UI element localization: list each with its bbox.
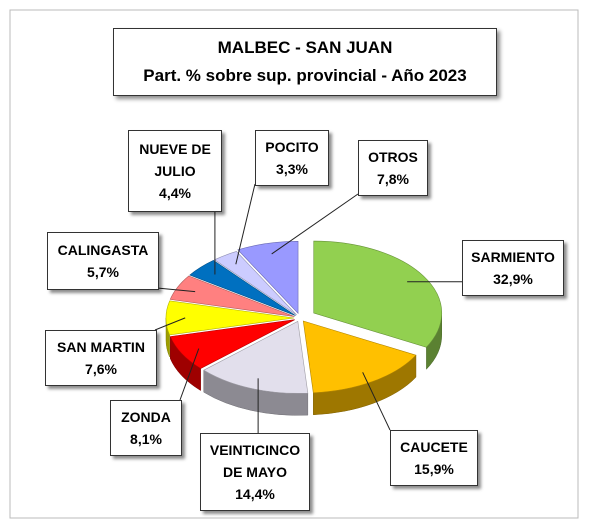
leader-line [154, 317, 186, 331]
chart-subtitle: Part. % sobre sup. provincial - Año 2023 [143, 66, 467, 85]
slice [189, 260, 296, 316]
leader-line [235, 183, 256, 265]
label-value: 7,8% [377, 171, 409, 187]
label-category: NUEVE DE JULIO [139, 141, 211, 179]
label-value: 3,3% [276, 161, 308, 177]
slice [169, 319, 295, 369]
data-label: CALINGASTA 5,7% [47, 232, 159, 290]
slice [169, 275, 295, 317]
data-label: SARMIENTO 32,9% [462, 240, 564, 296]
label-category: SAN MARTIN [57, 339, 145, 355]
label-value: 14,4% [235, 486, 275, 502]
label-value: 5,7% [87, 264, 119, 280]
label-value: 4,4% [159, 185, 191, 201]
label-category: VEINTICINCO DE MAYO [209, 442, 301, 480]
title-box: MALBEC - SAN JUAN Part. % sobre sup. pro… [113, 28, 497, 96]
label-category: SARMIENTO [471, 249, 555, 265]
data-label: NUEVE DE JULIO 4,4% [128, 130, 222, 212]
chart-title: MALBEC - SAN JUAN [217, 38, 393, 57]
slice [165, 300, 295, 336]
leader-line [271, 193, 359, 255]
leaders [154, 183, 462, 433]
leader-line [156, 287, 196, 293]
data-label: ZONDA 8,1% [110, 400, 182, 456]
data-label: SAN MARTIN 7,6% [45, 330, 157, 386]
label-value: 15,9% [414, 461, 454, 477]
label-category: OTROS [368, 149, 418, 165]
slice [302, 320, 417, 394]
label-value: 8,1% [130, 431, 162, 447]
label-category: POCITO [265, 139, 319, 155]
leader-line [362, 372, 391, 431]
data-label: POCITO 3,3% [255, 130, 329, 186]
slice [237, 241, 299, 315]
label-category: CAUCETE [400, 439, 468, 455]
slice [313, 240, 443, 348]
label-value: 7,6% [85, 361, 117, 377]
data-label: VEINTICINCO DE MAYO 14,4% [200, 433, 310, 511]
label-category: ZONDA [121, 409, 171, 425]
label-value: 32,9% [493, 271, 533, 287]
tops [165, 240, 443, 394]
slice [203, 320, 309, 394]
leader-line [179, 348, 200, 401]
data-label: OTROS 7,8% [358, 140, 428, 196]
data-label: CAUCETE 15,9% [390, 430, 478, 486]
walls [165, 313, 442, 416]
label-category: CALINGASTA [57, 242, 149, 258]
